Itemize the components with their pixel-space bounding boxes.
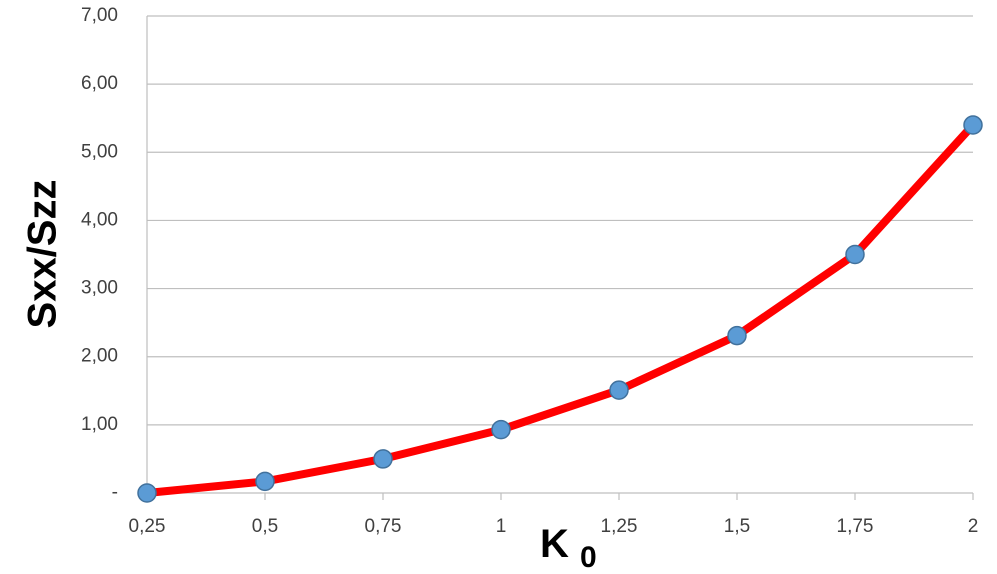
x-tick-label: 1 (496, 516, 507, 537)
x-axis-title-main: K (540, 522, 569, 566)
y-tick-label: 2,00 (81, 346, 118, 367)
y-tick-label: 7,00 (81, 5, 118, 26)
data-point (963, 115, 983, 135)
data-points (137, 115, 983, 503)
x-tick-label: 0,5 (252, 516, 278, 537)
y-tick-label: 4,00 (81, 209, 118, 230)
x-tick-label: 1,5 (724, 516, 750, 537)
x-tick-label: 2 (968, 516, 979, 537)
data-point (727, 325, 747, 346)
x-tick-label: 1,25 (601, 516, 638, 537)
x-axis-title-subscript: 0 (580, 541, 597, 574)
x-tick-label: 0,75 (365, 516, 402, 537)
series-line (143, 121, 977, 497)
x-tick-label: 0,25 (129, 516, 166, 537)
y-tick-label: 1,00 (81, 414, 118, 435)
y-tick-label: 3,00 (81, 278, 118, 299)
y-tick-label: - (112, 482, 118, 503)
data-point (373, 449, 393, 469)
x-axis-title: K 0 (540, 522, 597, 574)
series-path (143, 121, 977, 497)
x-tick-labels: 0,25 0,5 0,75 1 1,25 1,5 1,75 2 (129, 516, 979, 537)
data-point (255, 471, 275, 492)
data-point (845, 244, 865, 265)
x-tick-label: 1,75 (837, 516, 874, 537)
data-point (609, 380, 629, 400)
y-axis-title: Sxx/Szz (21, 180, 65, 329)
y-tick-label: 5,00 (81, 141, 118, 162)
y-tick-labels: - 1,00 2,00 3,00 4,00 5,00 6,00 7,00 (81, 5, 118, 503)
data-point (137, 483, 157, 503)
gridlines (147, 15, 973, 426)
data-point (491, 419, 511, 440)
y-tick-label: 6,00 (81, 73, 118, 94)
